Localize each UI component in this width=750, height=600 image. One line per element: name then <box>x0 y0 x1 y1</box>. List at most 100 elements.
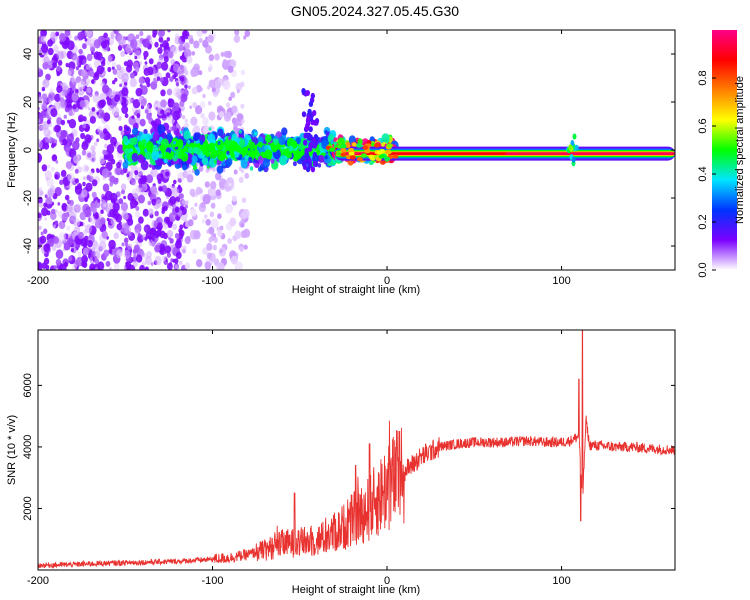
spectrogram-blob <box>240 103 245 109</box>
spectrogram-blob <box>215 172 222 181</box>
spectrogram-blob <box>192 248 197 255</box>
spectrogram-blob <box>43 202 48 208</box>
spectrogram-blob <box>156 76 161 81</box>
spectrogram-blob <box>231 141 239 152</box>
spectrogram-blob <box>47 47 54 56</box>
spectrogram-blob <box>134 55 138 60</box>
colorbar-label: Normalized spectral amplitude <box>734 76 746 224</box>
spectrogram-blob <box>44 170 53 180</box>
spectrogram-blob <box>103 112 111 122</box>
spectrogram-blob <box>66 225 71 231</box>
spectrogram-blob <box>174 258 179 264</box>
spectrogram-blob <box>43 127 51 137</box>
spectrogram-blob <box>67 233 72 239</box>
figure-title: GN05.2024.327.05.45.G30 <box>291 3 459 19</box>
spectrogram-blob <box>349 155 356 160</box>
spectrogram-blob <box>82 247 89 256</box>
spectrogram-blob <box>139 83 143 88</box>
spectrogram-blob <box>159 144 166 152</box>
spectrogram-blob <box>135 87 143 97</box>
spectrogram-blob <box>384 149 391 155</box>
spectrogram-blob <box>81 255 88 264</box>
spectrogram-blob <box>56 65 61 72</box>
spectrogram-blob <box>201 218 206 224</box>
spectrogram-blob <box>149 125 153 130</box>
spectrogram-blob <box>99 240 107 251</box>
spectrogram-blob <box>329 147 336 152</box>
spectrogram-blob <box>240 159 248 169</box>
spectrogram-blob <box>183 130 191 140</box>
spectrogram-blob <box>138 216 144 224</box>
spectrogram-blob <box>110 31 114 37</box>
spectrogram-blob <box>121 87 129 97</box>
spectrogram-blob <box>184 262 191 270</box>
spectrogram-blob <box>184 236 191 245</box>
spectrogram-blob <box>175 123 180 128</box>
spectrogram-blob <box>179 224 184 230</box>
spectrogram-blob <box>111 61 117 68</box>
spectrogram-blob <box>94 258 100 265</box>
spectrogram-blob <box>95 267 98 270</box>
spectrogram-blob <box>79 100 86 108</box>
spectrogram-ytick-label: 0 <box>22 147 34 153</box>
spectrogram-blob <box>242 146 248 155</box>
spectrogram-blob <box>270 158 275 164</box>
spectrogram-blob <box>91 206 97 214</box>
spectrogram-blob <box>55 249 64 259</box>
spectrogram-blob <box>41 262 47 269</box>
spectrogram-blob <box>81 68 87 77</box>
spectrogram-blob <box>91 107 96 112</box>
spectrogram-blob <box>184 84 188 89</box>
spectrogram-blob <box>127 243 133 250</box>
spectrogram-blob <box>222 59 228 66</box>
spectrogram-blob <box>179 193 185 200</box>
spectrogram-blob <box>378 154 385 159</box>
spectrogram-blob <box>218 111 224 118</box>
spectrogram-blob <box>67 40 75 51</box>
spectrogram-blob <box>119 83 122 88</box>
spectrogram-blob <box>97 198 101 203</box>
spectrogram-blob <box>53 265 58 270</box>
spectrogram-blob <box>264 145 268 150</box>
spectrogram-blob <box>184 70 189 76</box>
spectrogram-blob <box>108 239 116 250</box>
spectrogram-blob <box>59 99 67 109</box>
spectrogram-blob <box>109 192 118 203</box>
spectrogram-blob <box>145 231 152 239</box>
spectrogram-blob <box>38 261 43 270</box>
spectrogram-blob <box>154 79 158 84</box>
spectrogram-blob <box>78 114 84 123</box>
spectrogram-blob <box>74 168 79 174</box>
spectrogram-blob <box>44 194 48 199</box>
spectrogram-blob <box>184 204 188 209</box>
spectrogram-blob <box>146 112 152 121</box>
spectrogram-blob <box>356 157 363 162</box>
spectrogram-blob <box>244 30 251 38</box>
spectrogram-blob <box>110 158 116 165</box>
spectrogram-blob <box>202 39 209 48</box>
spectrogram-blob <box>102 130 111 141</box>
spectrogram-blob <box>222 80 231 90</box>
spectrogram-blob <box>55 160 59 164</box>
spectrogram-blob <box>120 50 126 58</box>
spectrogram-blob <box>140 251 146 258</box>
spectrogram-blob <box>116 161 122 169</box>
spectrogram-blob <box>154 255 162 266</box>
spectrogram-blob <box>39 112 43 118</box>
spectrogram-blob <box>47 97 52 104</box>
spectrogram-blob <box>91 51 94 55</box>
spectrogram-blob <box>101 168 110 179</box>
spectrogram-blob <box>161 206 166 212</box>
spectrogram-blob <box>135 66 140 73</box>
spectrogram-blob <box>196 259 203 268</box>
spectrogram-blob <box>210 150 217 159</box>
spectrogram-blob <box>265 134 272 143</box>
spectrogram-blob <box>179 64 184 70</box>
spectrogram-blob <box>51 208 56 215</box>
spectrogram-blob <box>570 140 575 146</box>
spectrogram-blob <box>185 200 189 205</box>
spectrogram-blob <box>47 187 55 198</box>
spectrogram-blob <box>145 151 152 160</box>
spectrogram-blob <box>51 245 57 251</box>
spectrogram-blob <box>261 151 267 159</box>
